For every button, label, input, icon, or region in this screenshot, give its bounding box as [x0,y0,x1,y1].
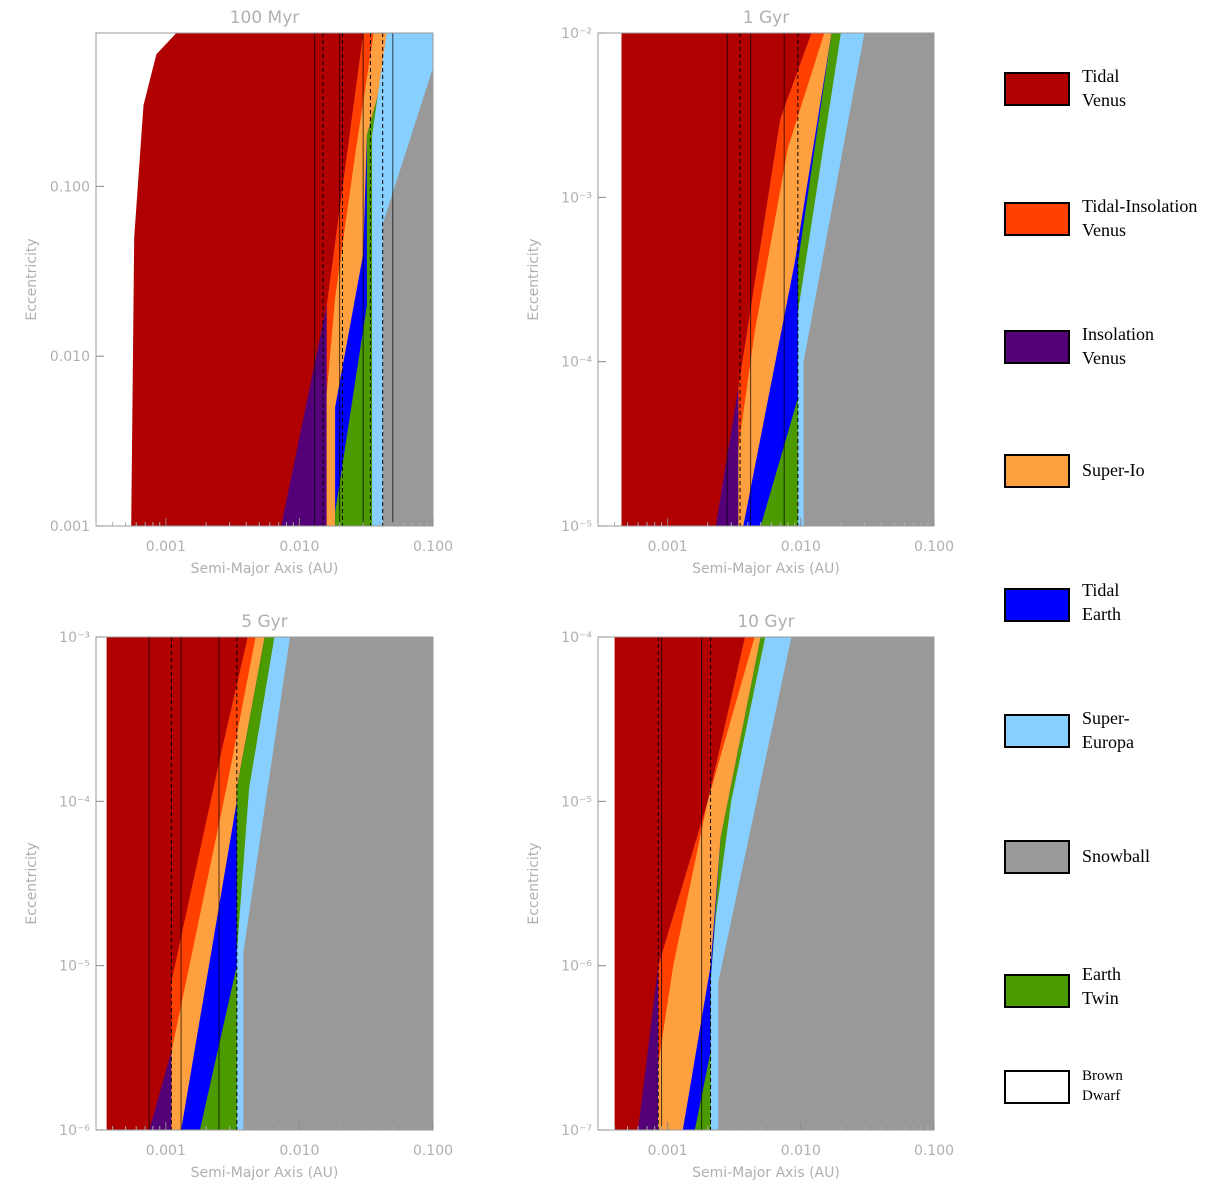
legend-item-earth-twin: Earth Twin [990,962,1230,1022]
region-snowball [803,33,934,526]
region-snowball [243,637,433,1130]
legend-item-insolation-venus: Insolation Venus [990,318,1230,378]
plot-area [598,637,934,1130]
x-axis-label: Semi-Major Axis (AU) [692,1165,840,1181]
legend-swatch-super-europa [1004,714,1070,748]
y-tick-label: 10⁻³ [59,630,90,646]
y-tick-label: 10⁻⁷ [561,1123,592,1139]
y-axis-label: Eccentricity [24,238,40,320]
x-tick-label: 0.001 [146,1143,186,1159]
x-tick-label: 0.100 [914,539,954,555]
legend-item-tidal-earth: Tidal Earth [990,576,1230,636]
legend-swatch-tidal-venus [1004,72,1070,106]
legend-label-brown-dwarf: Brown Dwarf [1082,1068,1123,1104]
y-axis-label: Eccentricity [24,842,40,924]
legend-item-tidal-venus: Tidal Venus [990,60,1230,120]
y-tick-label: 0.001 [50,519,90,535]
legend-swatch-tidal-insolation-venus [1004,202,1070,236]
legend-label-earth-twin: Earth Twin [1082,964,1121,1008]
legend-item-super-io: Super-Io [990,450,1230,510]
panel-title: 100 Myr [230,8,300,28]
y-tick-label: 10⁻² [561,26,592,42]
plot-frame [95,636,434,1131]
legend-swatch-insolation-venus [1004,330,1070,364]
legend: Tidal Venus Tidal-Insolation Venus Insol… [990,50,1230,1130]
legend-swatch-earth-twin [1004,974,1070,1008]
y-tick-label: 10⁻⁴ [561,630,592,646]
legend-label-super-io: Super-Io [1082,460,1145,480]
legend-swatch-tidal-earth [1004,588,1070,622]
plot-area [598,33,934,526]
x-tick-label: 0.001 [648,539,688,555]
legend-swatch-super-io [1004,454,1070,488]
legend-label-snowball: Snowball [1082,846,1151,866]
legend-label-tidal-venus: Tidal Venus [1082,66,1126,110]
plot-area [96,637,433,1130]
y-tick-label: 10⁻⁶ [59,1123,90,1139]
x-axis-label: Semi-Major Axis (AU) [692,561,840,577]
y-tick-label: 10⁻⁶ [561,959,592,975]
region-snowball [718,637,934,1130]
legend-swatch-snowball [1004,840,1070,874]
x-tick-label: 0.010 [781,1143,821,1159]
x-tick-label: 0.010 [279,1143,319,1159]
plot-frame [95,32,434,527]
plot-area [96,33,433,526]
x-tick-label: 0.010 [781,539,821,555]
legend-item-snowball: Snowball [990,836,1230,896]
legend-label-super-europa: Super- Europa [1082,708,1134,752]
y-tick-label: 0.010 [50,349,90,365]
panel-5-gyr: 0.001 0.010 0.100 10⁻⁶ 10⁻⁵ 10⁻⁴ 10⁻³ 5 Gyr Semi… [24,612,453,1181]
y-tick-label: 0.100 [50,179,90,195]
y-tick-label: 10⁻⁴ [59,794,90,810]
y-axis-label: Eccentricity [526,238,542,320]
x-tick-label: 0.100 [413,539,453,555]
region-snowball [382,67,433,526]
legend-swatch-brown-dwarf [1004,1070,1070,1104]
x-tick-label: 0.100 [914,1143,954,1159]
x-tick-label: 0.010 [279,539,319,555]
panel-10-gyr: 0.001 0.010 0.100 10⁻⁷ 10⁻⁶ 10⁻⁵ 10⁻⁴ 10 Gyr Sem… [526,612,954,1181]
panel-100-myr: 0.001 0.010 0.100 0.001 0.010 0.100 100 Myr Sem… [24,8,453,577]
x-axis-label: Semi-Major Axis (AU) [191,1165,339,1181]
legend-item-tidal-insolation-venus: Tidal-Insolation Venus [990,190,1230,250]
y-tick-label: 10⁻⁵ [561,794,592,810]
plot-frame [597,32,935,527]
x-tick-label: 0.001 [648,1143,688,1159]
panel-1-gyr: 0.001 0.010 0.100 10⁻⁵ 10⁻⁴ 10⁻³ 10⁻² 1 Gyr Semi… [526,8,954,577]
x-axis-label: Semi-Major Axis (AU) [191,561,339,577]
legend-label-tidal-insolation-venus: Tidal-Insolation Venus [1082,196,1198,240]
panel-title: 10 Gyr [737,612,794,632]
y-tick-label: 10⁻³ [561,190,592,206]
legend-label-insolation-venus: Insolation Venus [1082,324,1154,368]
panel-title: 1 Gyr [743,8,789,28]
x-tick-label: 0.100 [413,1143,453,1159]
y-tick-label: 10⁻⁵ [59,959,90,975]
x-tick-label: 0.001 [146,539,186,555]
plot-frame [597,636,935,1131]
panel-title: 5 Gyr [241,612,287,632]
y-tick-label: 10⁻⁵ [561,519,592,535]
y-tick-label: 10⁻⁴ [561,355,592,371]
y-axis-label: Eccentricity [526,842,542,924]
legend-item-super-europa: Super- Europa [990,704,1230,764]
legend-label-tidal-earth: Tidal Earth [1082,580,1121,624]
legend-item-brown-dwarf: Brown Dwarf [990,1066,1230,1126]
